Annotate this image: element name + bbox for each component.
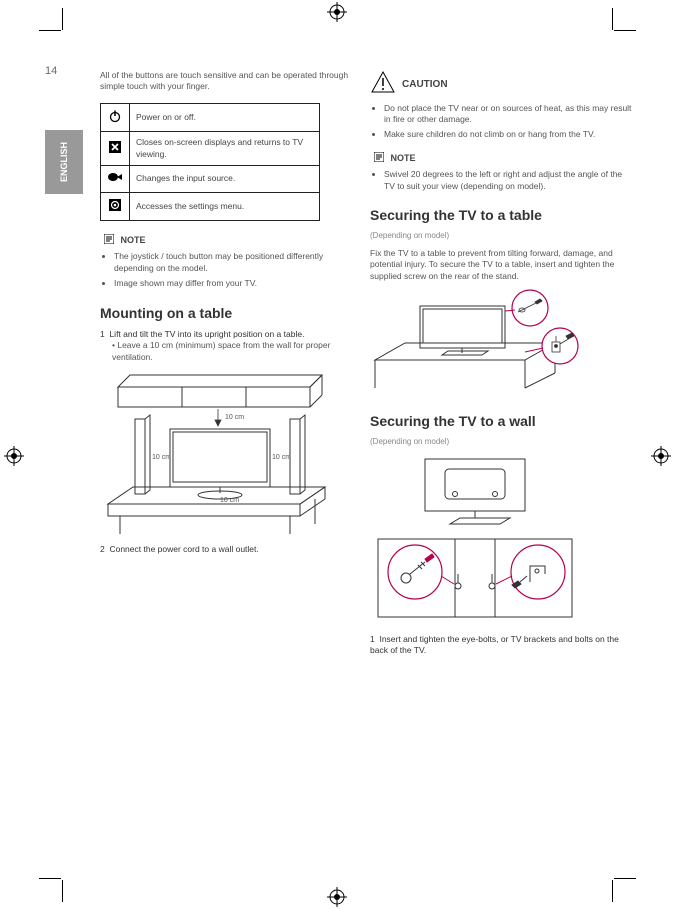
vent-label: 10 cm [272,454,291,461]
page-content: 14 ENGLISH All of the buttons are touch … [45,65,630,845]
vent-label: 10 cm [152,454,171,461]
caution-item: Do not place the TV near or on sources o… [384,103,635,126]
left-column: All of the buttons are touch sensitive a… [100,70,365,556]
wall-step-1: 1 Insert and tighten the eye-bolts, or T… [370,634,635,657]
right-column: CAUTION Do not place the TV near or on s… [370,70,635,657]
language-tab-label: ENGLISH [59,142,69,182]
crop-mark [612,8,613,30]
ventilation-figure: 10 cm 10 cm 10 cm 10 cm [100,369,365,534]
table-row: Changes the input source. [101,166,320,192]
button-desc: Power on or off. [130,103,320,131]
power-icon [101,103,130,131]
table-row: Power on or off. [101,103,320,131]
note-list: The joystick / touch button may be posit… [100,251,365,289]
settings-icon [101,192,130,220]
table-row: Closes on-screen displays and returns to… [101,132,320,166]
note-list: Swivel 20 degrees to the left or right a… [370,169,635,192]
securing-wall-heading: Securing the TV to a wall [370,412,635,431]
input-icon [101,166,130,192]
button-desc: Accesses the settings menu. [130,192,320,220]
note-block: NOTE The joystick / touch button may be … [100,233,365,290]
crop-mark [612,880,613,902]
crop-mark [62,880,63,902]
note-label: NOTE [391,153,416,163]
registration-mark [651,446,671,466]
step: 2 Connect the power cord to a wall outle… [100,544,365,555]
registration-mark [327,2,347,22]
crop-mark [39,30,61,31]
securing-table-heading: Securing the TV to a table [370,206,635,225]
button-desc: Closes on-screen displays and returns to… [130,132,320,166]
caution-item: Make sure children do not climb on or ha… [384,129,635,140]
step: 1 Lift and tilt the TV into its upright … [100,329,365,340]
close-icon [101,132,130,166]
note-item: Image shown may differ from your TV. [114,278,365,289]
page-number: 14 [45,65,57,77]
crop-mark [39,878,61,879]
caution-triangle-icon [370,70,396,99]
note-label: NOTE [121,235,146,245]
caution-label: CAUTION [402,78,448,92]
vent-label: 10 cm [220,497,239,504]
table-row: Accesses the settings menu. [101,192,320,220]
note-block: NOTE Swivel 20 degrees to the left or ri… [370,151,635,192]
note-item: Swivel 20 degrees to the left or right a… [384,169,635,192]
caution-list: Do not place the TV near or on sources o… [370,103,635,141]
note-heading: NOTE [370,151,420,165]
vent-label: 10 cm [225,414,244,421]
securing-para: Fix the TV to a table to prevent from ti… [370,248,635,282]
caution-heading: CAUTION [370,70,635,99]
crop-mark [62,8,63,30]
crop-mark [614,878,636,879]
step-sub: • Leave a 10 cm (minimum) space from the… [100,340,365,363]
mounting-table-heading: Mounting on a table [100,304,365,323]
securing-table-figure [370,288,635,398]
button-description-table: Power on or off. Closes on-screen displa… [100,103,320,221]
intro-text: All of the buttons are touch sensitive a… [100,70,365,93]
registration-mark [327,887,347,907]
depends-on-model: (Depending on model) [370,437,635,448]
depends-on-model: (Depending on model) [370,231,635,242]
button-desc: Changes the input source. [130,166,320,192]
registration-mark [4,446,24,466]
note-heading: NOTE [100,233,150,247]
note-item: The joystick / touch button may be posit… [114,251,365,274]
securing-wall-figure [370,454,635,624]
language-tab: ENGLISH [45,130,83,194]
crop-mark [614,30,636,31]
